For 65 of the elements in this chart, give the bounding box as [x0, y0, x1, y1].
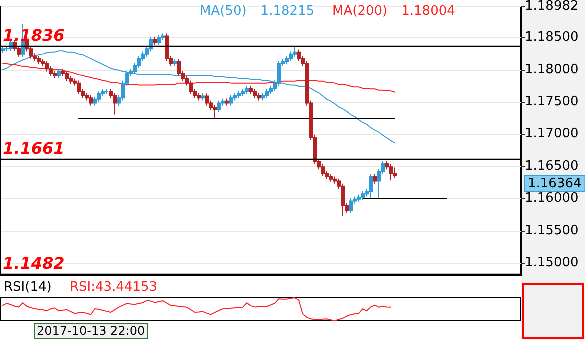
- candlestick: [357, 194, 361, 202]
- y-tick-label: 1.17500: [525, 94, 579, 110]
- candlestick: [213, 104, 217, 120]
- candlestick: [65, 70, 69, 82]
- candlestick: [293, 46, 297, 58]
- candlestick: [241, 88, 245, 97]
- candlestick: [77, 80, 81, 95]
- candlestick: [53, 70, 57, 79]
- candlestick: [173, 58, 177, 68]
- candlestick: [265, 88, 269, 99]
- y-tick-label: 1.17000: [525, 126, 579, 142]
- y-tick-label: 1.15000: [525, 256, 579, 271]
- y-tick-label: 1.15500: [525, 223, 579, 238]
- candlestick: [97, 90, 101, 103]
- candlestick: [329, 174, 333, 182]
- candlestick: [393, 167, 397, 179]
- candlestick: [369, 174, 373, 200]
- text: 2017-10-13 22:00: [37, 324, 146, 338]
- candlestick: [361, 191, 365, 200]
- candlestick: [41, 58, 45, 68]
- candlestick: [89, 95, 93, 106]
- y-tick-label: 1.18982: [525, 0, 579, 14]
- y-tick-label: 1.18000: [525, 62, 579, 78]
- y-tick-label: 1.16500: [525, 158, 579, 174]
- line-series: [2, 63, 396, 93]
- text: MA(50): [200, 4, 247, 19]
- candlestick: [5, 45, 9, 52]
- candlestick: [257, 92, 261, 102]
- candlestick: [349, 198, 353, 214]
- candlestick: [45, 60, 49, 72]
- candlestick: [389, 164, 393, 182]
- text: 1.16364: [528, 176, 582, 192]
- candlestick: [57, 68, 61, 79]
- text: MA(200): [332, 4, 388, 19]
- candlestick: [253, 88, 257, 99]
- candlestick: [113, 92, 117, 116]
- candlestick: [237, 90, 241, 99]
- candlestick: [197, 92, 201, 102]
- candlestick: [225, 98, 229, 106]
- annotation: 1.18215: [260, 4, 315, 19]
- candlestick: [157, 34, 161, 46]
- line-series: [2, 50, 396, 144]
- text: RSI:43.44153: [70, 280, 158, 295]
- y-tick-label: 1.16000: [525, 191, 579, 206]
- candlestick: [153, 36, 157, 46]
- candlestick: [245, 85, 249, 95]
- candlestick: [201, 93, 205, 102]
- candlestick: [189, 80, 193, 95]
- ref-line-label: 1.1661: [3, 138, 65, 158]
- candlestick: [249, 85, 253, 95]
- candlestick: [37, 56, 41, 66]
- y-tick-label: 1.18500: [525, 30, 579, 46]
- candlestick: [1, 46, 5, 54]
- annotation: 1.18004: [402, 4, 456, 19]
- candlestick: [229, 95, 233, 106]
- candlestick: [261, 92, 265, 102]
- candlestick: [321, 164, 325, 177]
- candlestick: [105, 88, 109, 95]
- candlestick: [289, 51, 293, 62]
- candlestick: [373, 174, 377, 184]
- ref-line-label: 1.1482: [3, 254, 65, 274]
- candlestick: [285, 56, 289, 66]
- chart-title: RSI(14): [4, 280, 52, 295]
- candlestick: [205, 93, 209, 106]
- candlestick: [217, 100, 221, 113]
